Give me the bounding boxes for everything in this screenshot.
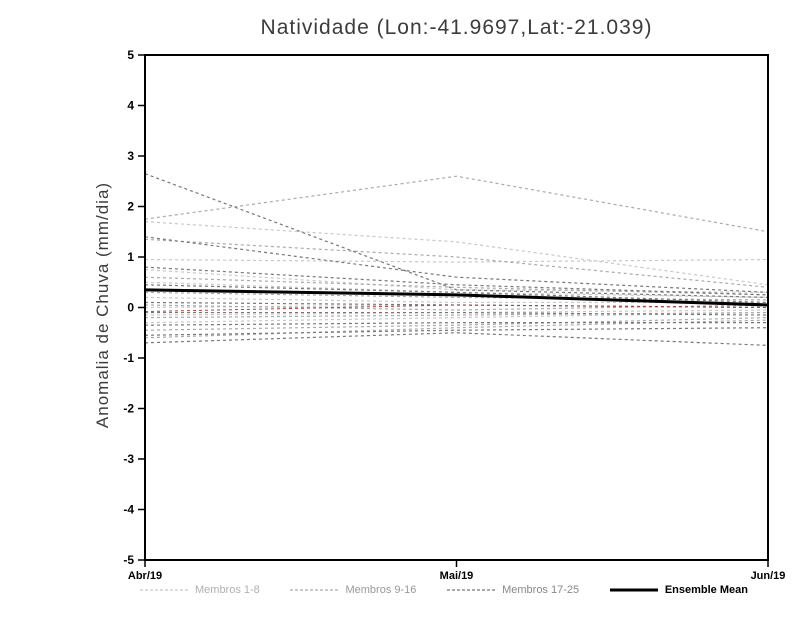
series-membro-17 [144, 173, 769, 298]
y-tick-label: 2 [127, 200, 134, 214]
legend: Membros 1-8 Membros 9-16 Membros 17-25 Ense… [140, 584, 748, 596]
legend-dashed-line-swatch [447, 589, 496, 591]
series-membro-20 [144, 284, 769, 304]
y-tick-label: -5 [123, 553, 134, 567]
legend-dashed-line-swatch [290, 589, 339, 591]
series-membro-18 [144, 236, 769, 293]
series-referencia [144, 304, 769, 313]
y-tick-label: -4 [123, 503, 134, 517]
series-membro-2 [144, 258, 769, 263]
legend-item: Membros 9-16 [290, 584, 416, 596]
legend-item: Ensemble Mean [609, 584, 748, 596]
x-tick-label: Jun/19 [751, 570, 786, 582]
series-membro-12 [144, 291, 769, 301]
y-tick-label: -2 [123, 402, 134, 416]
legend-item: Membros 1-8 [140, 584, 260, 596]
y-tick-label: 3 [127, 149, 134, 163]
series-membro-7 [144, 309, 769, 316]
series-membro-14 [144, 311, 769, 319]
legend-dashed-line-swatch [140, 589, 188, 591]
series-membro-13 [144, 304, 769, 311]
y-tick-label: 0 [127, 301, 134, 315]
series-membro-23 [144, 322, 768, 326]
series-membro-22 [145, 311, 769, 316]
series-membro-5 [144, 296, 768, 304]
y-tick-label: 5 [127, 48, 134, 62]
series-membro-10 [144, 238, 769, 288]
legend-label: Membros 9-16 [345, 584, 417, 596]
series-membro-25 [144, 332, 769, 346]
series-membro-24 [144, 327, 769, 336]
y-tick-label: 1 [127, 250, 134, 264]
series-membro-4 [144, 281, 769, 298]
chart-title: Natividade (Lon:-41.9697,Lat:-21.039) [260, 16, 653, 39]
legend-item: Membros 17-25 [447, 584, 579, 596]
series-membro-8 [144, 311, 769, 324]
legend-solid-line-swatch [609, 588, 658, 592]
y-tick-label: -3 [123, 452, 134, 466]
x-tick-label: Mai/19 [440, 570, 474, 582]
series-membro-21 [144, 301, 769, 309]
legend-label: Membros 1-8 [195, 584, 260, 596]
series-membro-19 [144, 266, 769, 296]
legend-label: Ensemble Mean [664, 584, 748, 596]
y-tick-label: 4 [127, 99, 134, 113]
series-membro-15 [144, 317, 769, 331]
series-membro-3 [144, 269, 769, 293]
x-tick-label: Abr/19 [128, 570, 162, 582]
legend-label: Membros 17-25 [502, 584, 580, 596]
series-membro-11 [144, 276, 769, 296]
y-tick-label: -1 [123, 351, 134, 365]
series-membro-1 [144, 221, 769, 286]
plot-border [144, 54, 769, 561]
series-membro-9 [144, 175, 769, 233]
series-membro-16 [144, 319, 769, 339]
series-ensemble-mean [144, 288, 769, 307]
